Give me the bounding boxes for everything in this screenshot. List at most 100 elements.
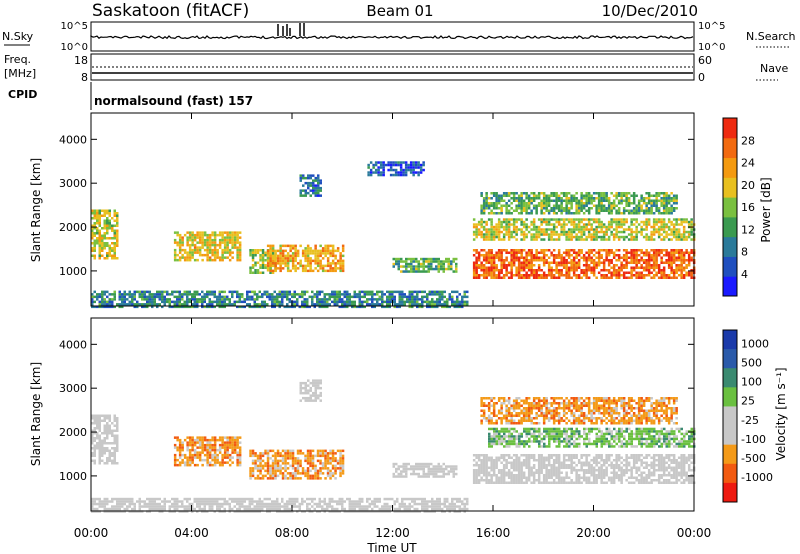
date-label: 10/Dec/2010 [602,2,698,20]
velocity-colorbar-tick: 1000 [741,337,769,350]
cpid-label: CPID [8,88,37,101]
velocity-region [480,397,678,425]
y-tick-label: 2000 [59,426,87,439]
velocity-colorbar-tick: -1000 [741,471,773,484]
velocity-colorbar-swatch [723,387,737,407]
velocity-region [299,379,322,402]
velocity-ylabel: Slant Range [km] [29,362,43,466]
power-colorbar-swatch [723,216,737,238]
velocity-region [173,436,242,467]
power-heatmap [91,161,696,309]
velocity-colorbar-swatch [723,349,737,369]
power-colorbar-swatch [723,137,737,159]
y-tick-label: 4000 [59,338,87,351]
power-colorbar-tick: 4 [741,268,748,281]
velocity-colorbar-tick: -100 [741,433,766,446]
power-region [91,290,469,309]
power-region [173,231,242,262]
power-colorbar-swatch [723,256,737,277]
power-colorbar-swatch [723,177,737,198]
velocity-heatmap [91,379,696,513]
power-region [392,257,458,273]
nsky-tick-bottom: 10^0 [61,42,88,53]
velocity-colorbar-tick: 100 [741,376,762,389]
velocity-region [392,462,458,478]
power-colorbar-swatch [723,157,737,178]
y-tick-label: 4000 [59,133,87,146]
y-tick-label: 1000 [59,470,87,483]
time-x-axis: 00:00 04:00 08:00 12:00 16:00 20:00 00:00 [74,113,712,540]
velocity-region [488,427,696,448]
velocity-region [249,449,345,480]
x-axis-label: Time UT [366,541,417,554]
power-ylabel: Slant Range [km] [29,158,43,262]
nsky-line [90,34,694,40]
velocity-colorbar-tick: -25 [741,414,759,427]
power-region [367,161,425,177]
power-region [472,218,696,241]
cpid-value: normalsound (fast) 157 [94,94,253,108]
freq-label: Freq. [4,53,31,66]
velocity-colorbar-label: Velocity [m s⁻¹] [774,367,788,460]
velocity-colorbar-tick: 500 [741,356,762,369]
freq-tick-bottom: 8 [81,71,88,84]
nave-label: Nave [760,62,788,75]
velocity-colorbar-swatch [723,406,737,427]
nsearch-tick-top: 10^5 [698,21,725,32]
power-colorbar: 4 8 12 16 20 24 28 [722,117,755,297]
velocity-region [91,497,469,513]
beam-label: Beam 01 [366,2,433,20]
freq-unit: [MHz] [4,67,36,80]
power-colorbar-swatch [723,236,737,257]
x-tick-label: 20:00 [576,526,611,540]
power-colorbar-tick: 16 [741,201,755,214]
nsky-trace [90,23,694,40]
x-tick-label: 00:00 [74,526,109,540]
nsearch-tick-bottom: 10^0 [698,42,725,53]
velocity-colorbar-swatch [723,425,737,446]
power-colorbar-swatch [723,276,737,297]
x-tick-label: 00:00 [677,526,712,540]
power-colorbar-tick: 24 [741,157,755,170]
velocity-region [91,414,119,465]
velocity-colorbar-tick: -500 [741,452,766,465]
freq-tick-top: 18 [74,54,88,67]
power-region [299,174,322,197]
power-colorbar-tick: 8 [741,246,748,259]
x-tick-label: 08:00 [275,526,310,540]
y-tick-label: 2000 [59,221,87,234]
power-colorbar-tick: 28 [741,134,755,147]
velocity-colorbar-tick: 25 [741,395,755,408]
nsky-label: N.Sky [2,30,34,43]
y-tick-label: 1000 [59,265,87,278]
x-tick-label: 04:00 [174,526,209,540]
power-colorbar-tick: 20 [741,179,755,192]
velocity-colorbar-swatch [723,463,737,484]
velocity-colorbar-swatch [723,444,737,465]
velocity-region [472,454,696,484]
velocity-colorbar: 1000 500 100 25 -25 -100 -500 -1000 [722,329,773,503]
power-colorbar-swatch [723,118,737,139]
velocity-colorbar-swatch [723,368,737,388]
velocity-colorbar-swatch [723,330,737,350]
power-y-axis: 1000 2000 3000 4000 [59,133,694,278]
power-region [91,209,119,260]
site-title: Saskatoon (fitACF) [92,1,249,21]
x-tick-label: 16:00 [476,526,511,540]
power-region [472,249,696,279]
y-tick-label: 3000 [59,177,87,190]
nsearch-label: N.Search [746,30,796,43]
power-colorbar-label: Power [dB] [759,177,773,242]
power-region [480,192,678,215]
power-region [266,244,345,273]
x-tick-label: 12:00 [375,526,410,540]
freq-panel-frame [90,53,695,81]
power-colorbar-swatch [723,197,737,218]
velocity-y-axis: 1000 2000 3000 4000 [59,338,694,483]
nave-tick-bottom: 0 [698,71,705,84]
y-tick-label: 3000 [59,382,87,395]
nave-tick-top: 60 [698,54,712,67]
power-colorbar-tick: 12 [741,223,755,236]
velocity-colorbar-swatch [723,482,737,503]
